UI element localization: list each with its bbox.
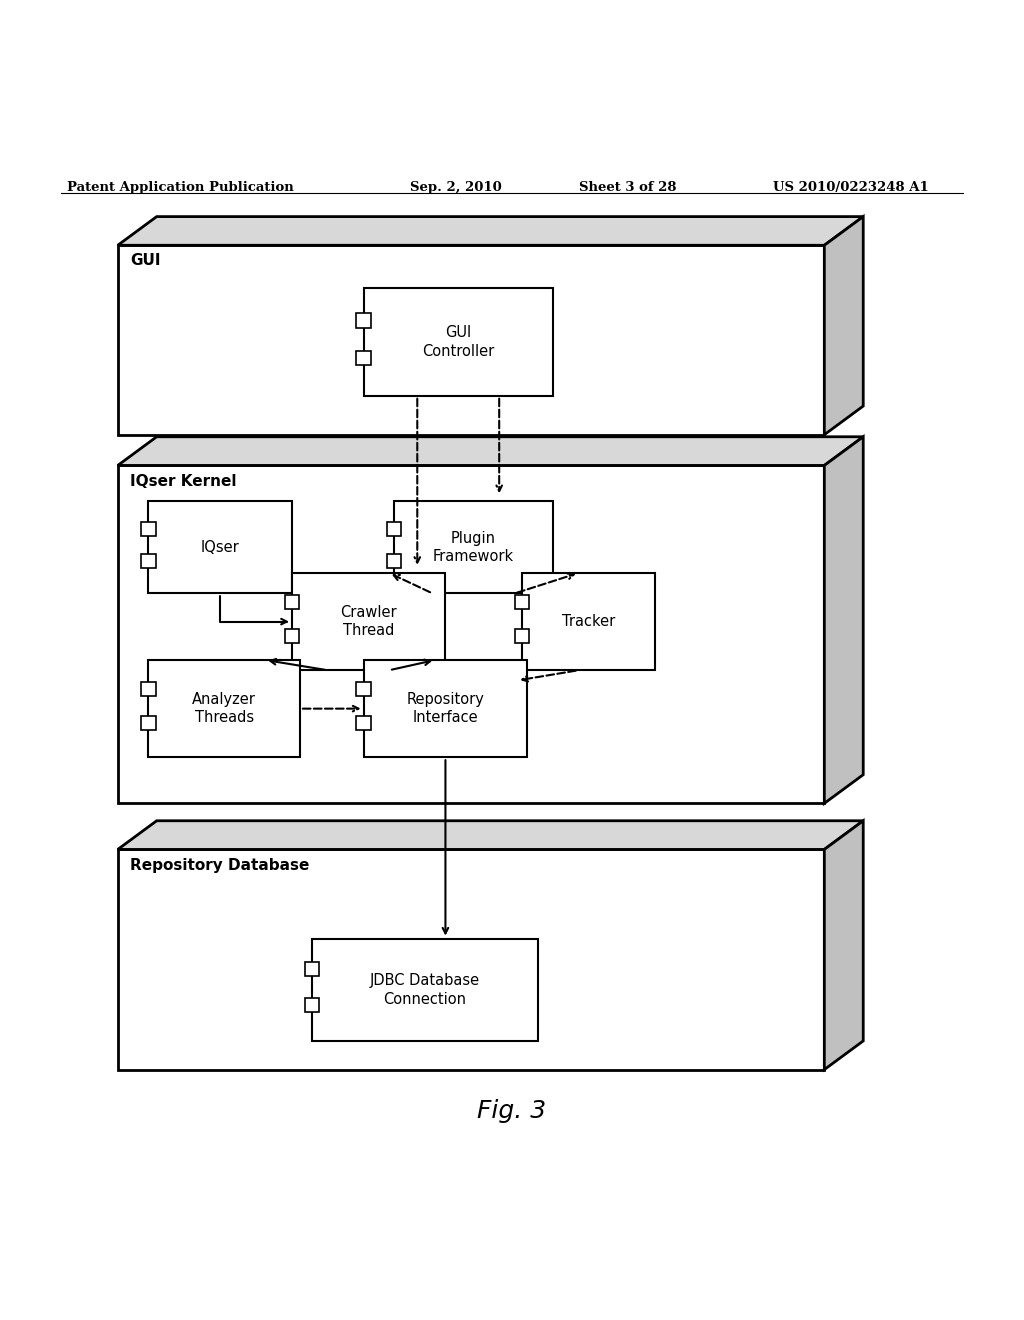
Bar	[312, 939, 538, 1041]
Polygon shape	[118, 850, 824, 1069]
Text: IQser Kernel: IQser Kernel	[130, 474, 237, 488]
Bar	[364, 660, 527, 758]
Text: Sep. 2, 2010: Sep. 2, 2010	[410, 181, 502, 194]
Polygon shape	[824, 437, 863, 804]
Bar	[515, 595, 529, 610]
Text: Repository
Interface: Repository Interface	[407, 692, 484, 726]
Bar	[522, 573, 655, 671]
Bar	[285, 595, 299, 610]
Bar	[356, 313, 371, 327]
Text: Tracker: Tracker	[562, 614, 615, 630]
Polygon shape	[118, 466, 824, 804]
Bar	[148, 660, 300, 758]
Bar	[305, 962, 319, 977]
Text: US 2010/0223248 A1: US 2010/0223248 A1	[773, 181, 929, 194]
Polygon shape	[824, 216, 863, 434]
Bar	[141, 554, 156, 569]
Bar	[148, 502, 292, 594]
Text: GUI
Controller: GUI Controller	[422, 325, 495, 359]
Bar	[141, 521, 156, 536]
Bar	[285, 630, 299, 643]
Bar	[356, 682, 371, 697]
Bar	[141, 715, 156, 730]
Text: JDBC Database
Connection: JDBC Database Connection	[370, 973, 480, 1007]
Bar	[356, 715, 371, 730]
Text: Plugin
Framework: Plugin Framework	[433, 531, 514, 564]
Bar	[387, 554, 401, 569]
Bar	[305, 998, 319, 1012]
Text: Sheet 3 of 28: Sheet 3 of 28	[579, 181, 676, 194]
Text: Analyzer
Threads: Analyzer Threads	[193, 692, 256, 726]
Text: Repository Database: Repository Database	[130, 858, 309, 873]
Polygon shape	[824, 821, 863, 1069]
Bar	[394, 502, 553, 594]
Polygon shape	[118, 216, 863, 246]
Bar	[356, 351, 371, 366]
Text: GUI: GUI	[130, 253, 161, 268]
Bar	[141, 682, 156, 697]
Bar	[292, 573, 445, 671]
Text: Patent Application Publication: Patent Application Publication	[67, 181, 293, 194]
Bar	[387, 521, 401, 536]
Text: IQser: IQser	[201, 540, 240, 554]
Text: Fig. 3: Fig. 3	[477, 1098, 547, 1122]
Text: Crawler
Thread: Crawler Thread	[340, 605, 397, 639]
Polygon shape	[118, 437, 863, 466]
Polygon shape	[118, 821, 863, 850]
Polygon shape	[118, 246, 824, 434]
Bar	[364, 288, 553, 396]
Bar	[515, 630, 529, 643]
